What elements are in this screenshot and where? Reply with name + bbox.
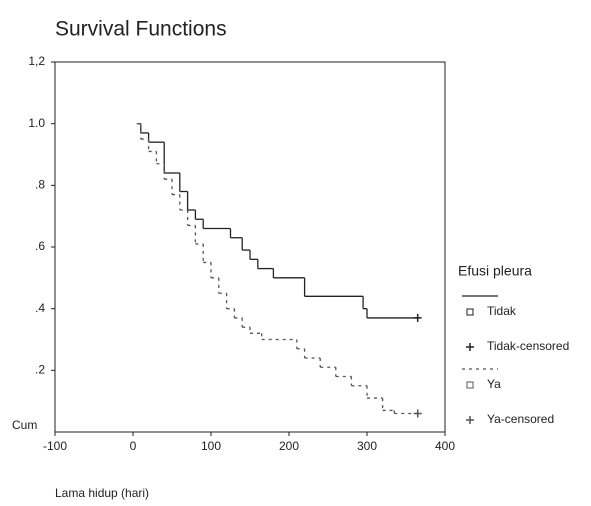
y-tick-label: .4 [35, 301, 45, 315]
y-tick-label: .8 [35, 178, 45, 192]
censored-mark [413, 409, 422, 418]
y-axis-label: Cum [12, 418, 37, 432]
x-tick-label: -100 [43, 439, 67, 453]
legend-swatch [466, 343, 474, 351]
y-tick-label: .6 [35, 239, 45, 253]
x-tick-label: 0 [130, 439, 137, 453]
x-tick-label: 200 [279, 439, 299, 453]
legend-swatch [466, 381, 474, 389]
plot-frame [54, 61, 446, 433]
censored-mark [413, 313, 422, 322]
legend-label: Tidak [487, 304, 517, 318]
legend-label: Tidak-censored [487, 339, 569, 353]
y-tick-label: 1.0 [28, 116, 45, 130]
x-axis-label: Lama hidup (hari) [55, 486, 149, 500]
x-tick-label: 100 [201, 439, 221, 453]
y-tick-label: .2 [35, 363, 45, 377]
legend-swatch [466, 308, 474, 316]
legend-label: Ya [487, 377, 501, 391]
chart-title: Survival Functions [55, 18, 227, 41]
x-tick-label: 400 [435, 439, 455, 453]
legend-swatch [466, 416, 474, 424]
legend-label: Ya-censored [487, 412, 554, 426]
legend-title: Efusi pleura [458, 263, 532, 279]
x-tick-label: 300 [357, 439, 377, 453]
y-tick-label: 1,2 [28, 54, 45, 68]
